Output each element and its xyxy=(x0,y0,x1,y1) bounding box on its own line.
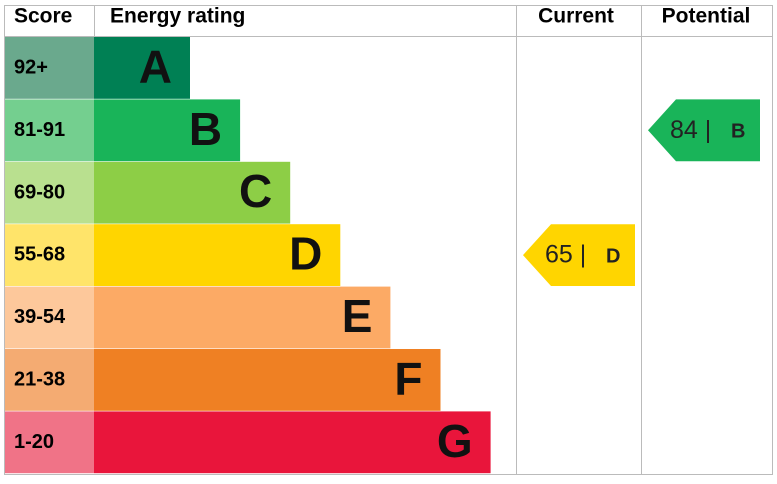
rating-bar xyxy=(94,349,441,411)
score-cell xyxy=(5,224,94,286)
rating-bar xyxy=(94,224,341,286)
current-value: 65 | xyxy=(545,241,586,269)
rating-letter: C xyxy=(239,165,272,217)
current-arrow xyxy=(523,224,635,286)
score-cell xyxy=(5,286,94,349)
current-letter: D xyxy=(606,245,620,267)
rating-bar xyxy=(94,411,491,474)
score-cell xyxy=(5,411,94,474)
score-cell xyxy=(5,161,94,224)
score-label: 1-20 xyxy=(14,431,54,453)
score-label: 81-91 xyxy=(14,119,65,141)
rating-letter: D xyxy=(289,228,322,280)
rating-bar xyxy=(94,37,190,99)
rating-letter: A xyxy=(139,40,172,92)
score-label: 21-38 xyxy=(14,368,65,390)
score-label: 92+ xyxy=(14,56,48,78)
rating-bar xyxy=(94,99,241,162)
score-label: 69-80 xyxy=(14,181,65,203)
potential-letter: B xyxy=(731,121,745,143)
header: Energy rating xyxy=(110,5,245,28)
rating-bar xyxy=(94,161,291,224)
frame xyxy=(4,5,773,475)
header: Current xyxy=(538,5,614,28)
rating-letter: E xyxy=(342,290,373,342)
score-cell xyxy=(5,37,94,99)
rating-bar xyxy=(94,286,391,349)
score-label: 39-54 xyxy=(14,306,66,328)
rating-letter: F xyxy=(394,352,422,404)
potential-arrow xyxy=(648,99,760,162)
rating-letter: G xyxy=(437,415,473,467)
header: Potential xyxy=(662,5,751,28)
header: Score xyxy=(14,5,72,28)
score-label: 55-68 xyxy=(14,244,65,266)
score-cell xyxy=(5,99,94,162)
potential-value: 84 | xyxy=(670,116,711,144)
rating-letter: B xyxy=(189,103,222,155)
score-cell xyxy=(5,349,94,411)
